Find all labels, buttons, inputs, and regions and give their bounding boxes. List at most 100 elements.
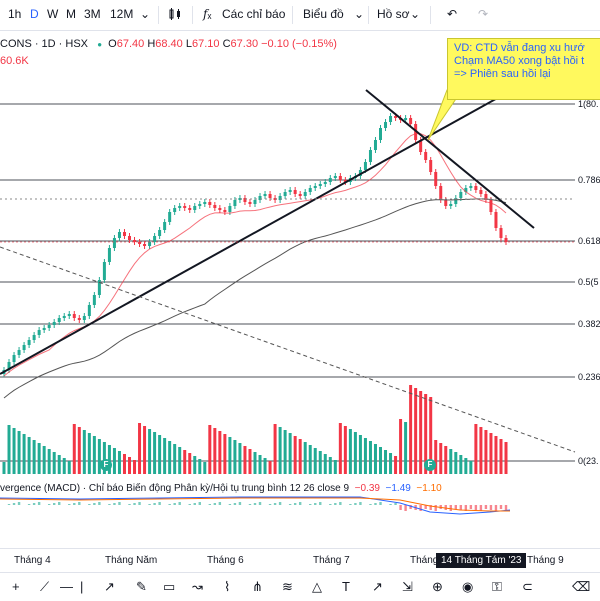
candle-body — [343, 180, 347, 182]
low-label: L — [185, 38, 192, 50]
arrow-icon[interactable]: ↗ — [372, 579, 383, 594]
polyline-icon[interactable]: ⌇ — [224, 579, 231, 594]
candle-body — [268, 194, 272, 198]
downtrend-line[interactable] — [365, 89, 535, 229]
pitchfork-icon[interactable]: ⋔ — [252, 579, 263, 594]
volume-bar — [253, 452, 257, 474]
horizontal-line-icon[interactable]: — — [60, 579, 73, 594]
price-chart[interactable] — [0, 0, 600, 548]
interval-1h[interactable]: 1h — [8, 7, 22, 21]
macd-bar — [499, 505, 503, 509]
interval-12m[interactable]: 12M — [110, 7, 134, 21]
volume-bar — [57, 455, 61, 474]
zoom-icon[interactable]: ⊕ — [432, 579, 443, 594]
volume-bar — [384, 450, 388, 474]
macd-bar — [429, 505, 432, 510]
eye-icon[interactable]: ◉ — [462, 579, 474, 594]
chevron-down-icon[interactable]: ⌄ — [354, 7, 365, 21]
brush-icon[interactable]: ✎ — [136, 579, 147, 594]
candle-body — [238, 198, 242, 200]
volume-bar — [298, 439, 302, 474]
candle-body — [338, 176, 342, 180]
candle-body — [188, 208, 192, 210]
profile-button[interactable]: Hồ sơ — [377, 7, 410, 21]
macd-bar — [138, 502, 141, 505]
fib-retracement[interactable] — [0, 103, 575, 462]
macd-bar — [148, 504, 151, 505]
lock-icon[interactable]: ⚿ — [492, 579, 502, 594]
path-icon[interactable]: ↝ — [192, 579, 203, 594]
earnings-flag-icon[interactable]: F — [424, 459, 436, 471]
volume-bar — [439, 443, 443, 474]
triangle-icon[interactable]: △ — [312, 579, 322, 594]
macd-bar — [389, 504, 392, 505]
candles-icon[interactable] — [168, 7, 182, 24]
volume-bar — [318, 451, 322, 474]
candle-body — [469, 186, 473, 188]
volume-bar — [389, 453, 393, 474]
ray-icon[interactable]: ↗ — [104, 579, 115, 594]
macd-bar — [479, 505, 483, 511]
macd-bar — [459, 505, 463, 510]
macd-bar — [288, 504, 292, 505]
time-axis[interactable]: Tháng 4 Tháng Năm Tháng 6 Tháng 7 Tháng … — [0, 548, 600, 573]
volume-bar — [258, 455, 262, 474]
macd-bar — [128, 504, 131, 505]
rectangle-icon[interactable]: ▭ — [163, 579, 176, 594]
month-label: Tháng — [410, 555, 439, 566]
candle-body — [218, 208, 222, 210]
volume-bar — [263, 458, 267, 474]
candle-body — [183, 206, 187, 208]
trend-line-icon[interactable]: ⟋ — [40, 579, 50, 594]
candle-body — [57, 318, 61, 322]
high-value: 68.40 — [155, 38, 183, 50]
interval-d[interactable]: D — [30, 7, 39, 21]
candle-body — [444, 200, 448, 206]
volume-bar — [373, 444, 377, 474]
macd-bar — [278, 502, 282, 505]
text-icon[interactable]: T — [342, 579, 350, 594]
chevron-down-icon[interactable]: ⌄ — [410, 7, 421, 21]
chevron-down-icon[interactable]: ⌄ — [140, 7, 151, 21]
candle-body — [22, 345, 26, 350]
trash-icon[interactable]: ⌫ — [572, 579, 591, 594]
fib-icon[interactable]: ≋ — [282, 579, 293, 594]
indicators-icon[interactable]: fₓ — [203, 7, 212, 21]
indicators-button[interactable]: Các chỉ báo — [222, 7, 286, 21]
interval-m[interactable]: M — [66, 7, 76, 21]
volume-bar — [52, 452, 56, 474]
candle-body — [459, 192, 463, 198]
redo-icon[interactable]: ↷ — [478, 7, 489, 21]
volume-bar — [37, 443, 41, 474]
interval-3m[interactable]: 3M — [84, 7, 101, 21]
candle-body — [67, 314, 71, 316]
volume-bar — [208, 425, 212, 474]
annotation-callout[interactable]: VD: CTD vẫn đang xu hướ Chạm MA50 xong b… — [447, 38, 600, 100]
candle-body — [228, 206, 232, 212]
macd-title[interactable]: vergence (MACD) · Chỉ báo Biến động Phân… — [0, 483, 350, 494]
dashed-trend-line[interactable] — [0, 246, 576, 453]
earnings-flag-icon[interactable]: F — [100, 459, 112, 471]
volume-bar — [27, 437, 31, 474]
volume-bar — [338, 423, 342, 474]
vertical-line-icon[interactable]: | — [80, 579, 84, 594]
volume-bar — [479, 427, 483, 474]
chart-button[interactable]: Biểu đồ — [303, 7, 344, 21]
magnet-icon[interactable]: ⊂ — [522, 579, 533, 594]
volume-bar — [469, 461, 473, 474]
candle-body — [328, 178, 332, 182]
volume-bar — [444, 446, 448, 474]
measure-icon[interactable]: ⇲ — [402, 579, 413, 594]
uptrend-line[interactable] — [0, 69, 549, 375]
month-label: Tháng 6 — [207, 555, 244, 566]
volume-bar — [313, 448, 317, 474]
undo-icon[interactable]: ↶ — [447, 7, 458, 21]
interval-w[interactable]: W — [47, 7, 59, 21]
macd-bar — [228, 504, 232, 505]
candle-body — [298, 194, 302, 196]
symbol-label[interactable]: CONS · 1D · HSX — [0, 38, 89, 50]
macd-bar — [108, 504, 111, 505]
volume-bar — [424, 394, 428, 474]
crosshair-icon[interactable]: + — [12, 579, 20, 594]
volume-bar — [268, 461, 272, 474]
